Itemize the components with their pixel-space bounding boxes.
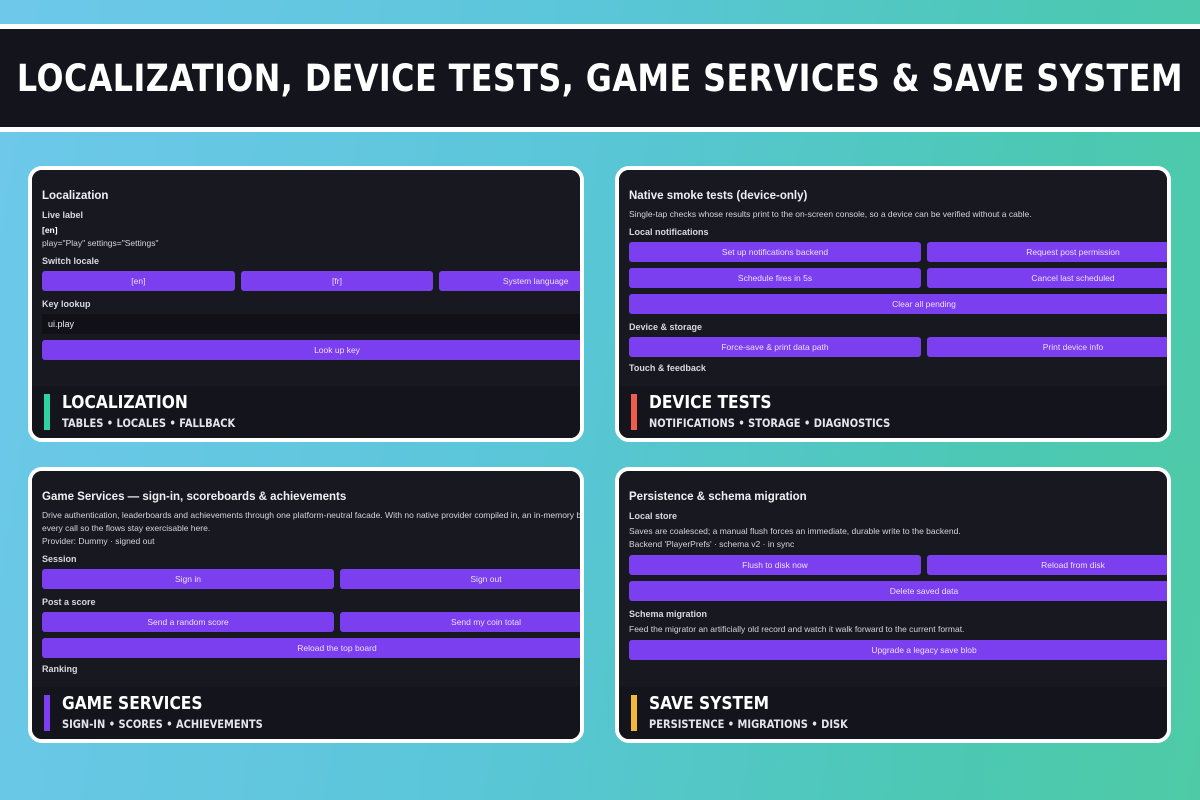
send-random-score-button[interactable]: Send a random score xyxy=(42,612,334,632)
system-language-button[interactable]: System language xyxy=(439,271,580,291)
services-description-line2: every call so the flows stay exercisable… xyxy=(42,523,211,533)
caption-subtitle: NOTIFICATIONS • STORAGE • DIAGNOSTICS xyxy=(649,416,891,430)
sign-out-button[interactable]: Sign out xyxy=(340,569,580,589)
page-title: LOCALIZATION, DEVICE TESTS, GAME SERVICE… xyxy=(16,56,1184,100)
caption-title: DEVICE TESTS xyxy=(649,392,772,413)
caption-accent-bar xyxy=(631,394,637,430)
migration-description: Feed the migrator an artificially old re… xyxy=(629,624,965,634)
caption-title: LOCALIZATION xyxy=(62,392,188,413)
game-services-screenshot: Game Services — sign-in, scoreboards & a… xyxy=(32,471,580,687)
device-tests-caption: DEVICE TESTS NOTIFICATIONS • STORAGE • D… xyxy=(619,386,1167,438)
save-panel-title: Persistence & schema migration xyxy=(629,491,807,503)
localization-card: Localization Live label [en] play="Play"… xyxy=(28,166,584,442)
post-score-heading: Post a score xyxy=(42,597,96,607)
caption-subtitle: PERSISTENCE • MIGRATIONS • DISK xyxy=(649,717,848,731)
provider-status: Provider: Dummy · signed out xyxy=(42,536,155,546)
caption-accent-bar xyxy=(44,394,50,430)
caption-accent-bar xyxy=(631,695,637,731)
game-services-card: Game Services — sign-in, scoreboards & a… xyxy=(28,467,584,743)
schedule-notification-button[interactable]: Schedule fires in 5s xyxy=(629,268,921,288)
current-locale-label: [en] xyxy=(42,225,58,235)
ranking-heading: Ranking xyxy=(42,664,78,674)
print-device-info-button[interactable]: Print device info xyxy=(927,337,1167,357)
localization-caption: LOCALIZATION TABLES • LOCALES • FALLBACK xyxy=(32,386,580,438)
caption-subtitle: TABLES • LOCALES • FALLBACK xyxy=(62,416,236,430)
caption-title: SAVE SYSTEM xyxy=(649,693,770,714)
device-storage-heading: Device & storage xyxy=(629,322,703,332)
save-system-screenshot: Persistence & schema migration Local sto… xyxy=(619,471,1167,687)
device-panel-title: Native smoke tests (device-only) xyxy=(629,190,808,202)
game-services-caption: GAME SERVICES SIGN-IN • SCORES • ACHIEVE… xyxy=(32,687,580,739)
sign-in-button[interactable]: Sign in xyxy=(42,569,334,589)
schema-migration-heading: Schema migration xyxy=(629,609,708,619)
key-lookup-heading: Key lookup xyxy=(42,299,91,309)
local-store-heading: Local store xyxy=(629,511,678,521)
upgrade-legacy-save-button[interactable]: Upgrade a legacy save blob xyxy=(629,640,1167,660)
caption-subtitle: SIGN-IN • SCORES • ACHIEVEMENTS xyxy=(62,717,263,731)
send-coin-total-button[interactable]: Send my coin total xyxy=(340,612,580,632)
live-values-text: play="Play" settings="Settings" xyxy=(42,238,159,248)
device-tests-screenshot: Native smoke tests (device-only) Single-… xyxy=(619,170,1167,386)
setup-notifications-button[interactable]: Set up notifications backend xyxy=(629,242,921,262)
reload-from-disk-button[interactable]: Reload from disk xyxy=(927,555,1167,575)
save-system-caption: SAVE SYSTEM PERSISTENCE • MIGRATIONS • D… xyxy=(619,687,1167,739)
force-save-button[interactable]: Force-save & print data path xyxy=(629,337,921,357)
services-description-line1: Drive authentication, leaderboards and a… xyxy=(42,510,580,520)
localization-panel-title: Localization xyxy=(42,190,109,202)
look-up-key-button[interactable]: Look up key xyxy=(42,340,580,360)
local-notifications-heading: Local notifications xyxy=(629,227,709,237)
localization-screenshot: Localization Live label [en] play="Play"… xyxy=(32,170,580,386)
key-lookup-input[interactable]: ui.play xyxy=(42,314,580,334)
device-description: Single-tap checks whose results print to… xyxy=(629,209,1032,219)
live-label-heading: Live label xyxy=(42,210,84,220)
caption-title: GAME SERVICES xyxy=(62,693,203,714)
save-system-card: Persistence & schema migration Local sto… xyxy=(615,467,1171,743)
services-panel-title: Game Services — sign-in, scoreboards & a… xyxy=(42,491,347,503)
request-permission-button[interactable]: Request post permission xyxy=(927,242,1167,262)
locale-en-button[interactable]: [en] xyxy=(42,271,235,291)
cancel-scheduled-button[interactable]: Cancel last scheduled xyxy=(927,268,1167,288)
reload-top-board-button[interactable]: Reload the top board xyxy=(42,638,580,658)
clear-pending-button[interactable]: Clear all pending xyxy=(629,294,1167,314)
caption-accent-bar xyxy=(44,695,50,731)
device-tests-card: Native smoke tests (device-only) Single-… xyxy=(615,166,1171,442)
switch-locale-heading: Switch locale xyxy=(42,256,100,266)
session-heading: Session xyxy=(42,554,77,564)
backend-status: Backend 'PlayerPrefs' · schema v2 · in s… xyxy=(629,539,795,549)
touch-feedback-heading: Touch & feedback xyxy=(629,363,706,373)
locale-fr-button[interactable]: [fr] xyxy=(240,271,434,291)
local-store-description: Saves are coalesced; a manual flush forc… xyxy=(629,526,961,536)
header-banner: LOCALIZATION, DEVICE TESTS, GAME SERVICE… xyxy=(0,24,1200,132)
flush-to-disk-button[interactable]: Flush to disk now xyxy=(629,555,921,575)
delete-saved-data-button[interactable]: Delete saved data xyxy=(629,581,1167,601)
